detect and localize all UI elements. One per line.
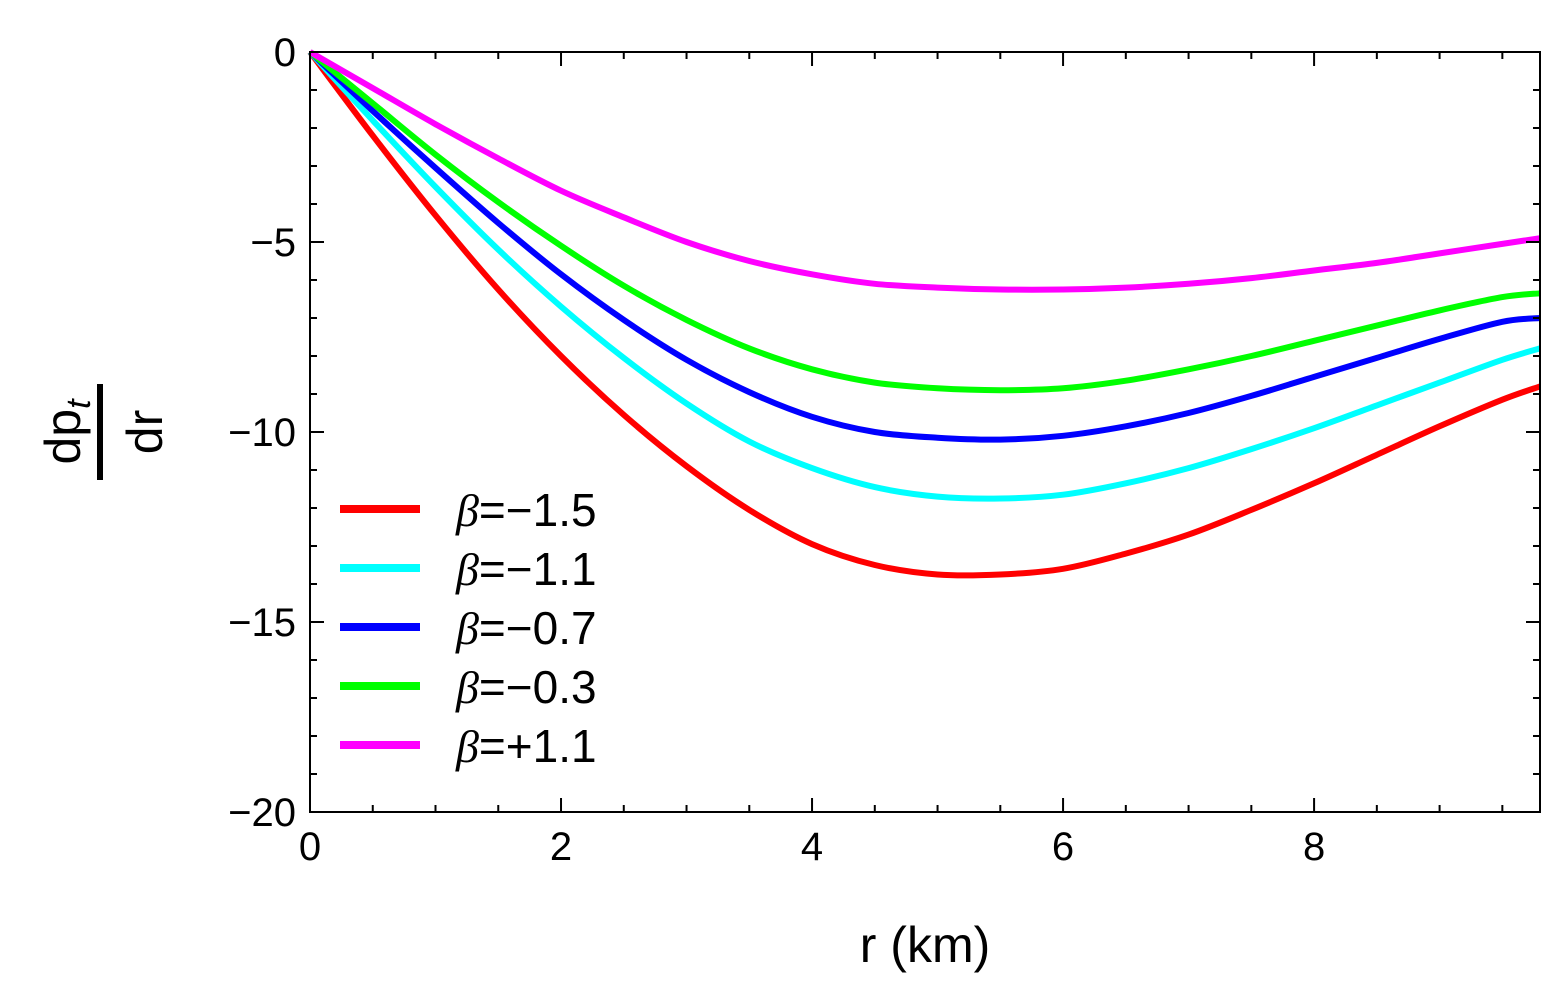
y-axis-title: dpt dr <box>35 384 173 480</box>
x-tick-label: 0 <box>299 825 321 869</box>
legend-value-text: =−1.1 <box>479 543 597 595</box>
legend-label-1: β=−1.1 <box>455 543 597 595</box>
legend-beta-symbol: β <box>455 544 479 595</box>
series-line-0 <box>307 50 1541 579</box>
series-line-4 <box>308 49 1541 293</box>
legend-beta-symbol: β <box>455 603 479 654</box>
x-axis-title: r (km) <box>860 917 991 973</box>
legend: β=−1.5β=−1.1β=−0.7β=−0.3β=+1.1 <box>340 484 597 772</box>
y-tick-label: −20 <box>228 791 296 835</box>
legend-beta-symbol: β <box>455 662 479 713</box>
y-tick-label: −15 <box>228 601 296 645</box>
legend-beta-symbol: β <box>455 721 479 772</box>
legend-label-4: β=+1.1 <box>455 720 597 772</box>
x-tick-label: 4 <box>801 825 823 869</box>
y-axis-numerator: dpt <box>35 398 98 465</box>
x-tick-label: 8 <box>1303 825 1325 869</box>
legend-value-text: =−1.5 <box>479 484 597 536</box>
y-tick-label: −10 <box>228 411 296 455</box>
legend-label-2: β=−0.7 <box>455 602 597 654</box>
y-axis-numerator-subscript: t <box>60 398 98 409</box>
legend-beta-symbol: β <box>455 485 479 536</box>
legend-value-text: =−0.7 <box>479 602 597 654</box>
legend-label-0: β=−1.5 <box>455 484 597 536</box>
y-tick-label: 0 <box>274 31 296 75</box>
x-tick-label: 2 <box>550 825 572 869</box>
series-line-1 <box>307 49 1541 502</box>
x-tick-label: 6 <box>1052 825 1074 869</box>
legend-value-text: =+1.1 <box>479 720 597 772</box>
y-axis-numerator-main: dp <box>35 409 91 465</box>
legend-label-3: β=−0.3 <box>455 661 597 713</box>
series-line-3 <box>308 49 1541 394</box>
y-axis-denominator: dr <box>117 410 173 454</box>
legend-value-text: =−0.3 <box>479 661 597 713</box>
series-layer <box>307 49 1541 579</box>
ticks-layer <box>309 51 1540 813</box>
series-line-2 <box>307 49 1541 443</box>
tick-labels: 0 2 4 6 8 0 −5 −10 −15 −20 <box>228 31 1325 869</box>
y-tick-label: −5 <box>250 221 296 265</box>
